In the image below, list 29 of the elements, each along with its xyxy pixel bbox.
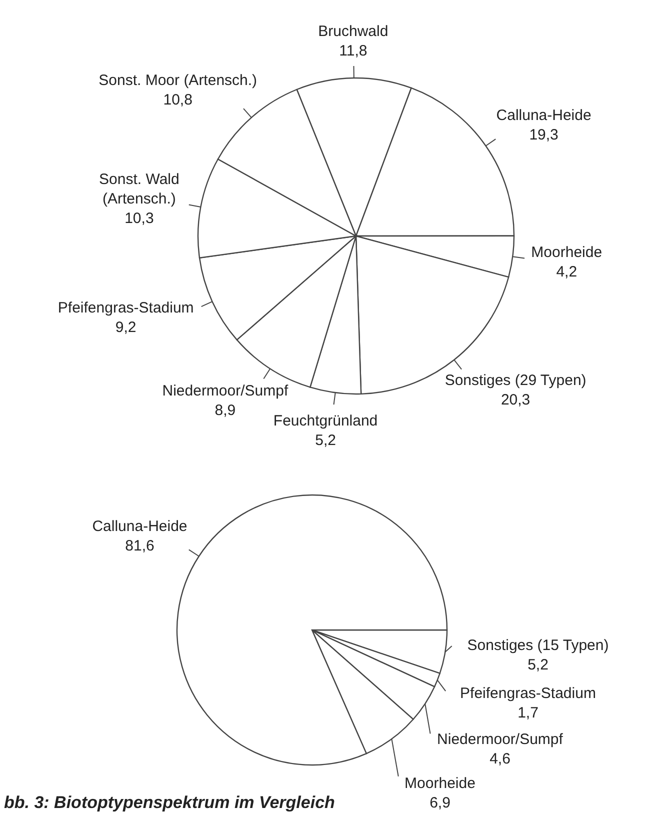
data-label: 6,9 <box>430 794 450 812</box>
data-label: 5,2 <box>315 432 336 449</box>
slice-label: Sonst. Moor (Artensch.) <box>98 72 258 89</box>
data-label: 1,7 <box>518 704 538 722</box>
slice-label: Moorheide <box>531 244 602 262</box>
text: bb. 3: Biotoptypenspektrum im Vergleich <box>4 793 335 812</box>
data-label: 20,3 <box>500 391 530 408</box>
slice-label: Pfeifengras-Stadium <box>460 685 596 702</box>
slice-label: Calluna-Heide <box>92 518 188 536</box>
slice-label: Niedermoor/Sumpf <box>162 382 289 400</box>
data-label: 8,9 <box>214 402 236 420</box>
data-label: 11,8 <box>339 42 368 60</box>
data-label: 4,2 <box>556 264 578 281</box>
slice-label: Pfeifengras-Stadium <box>58 300 194 317</box>
slice-label: Calluna-Heide <box>496 106 592 124</box>
slice-label: Feuchtgrünland <box>273 412 378 430</box>
data-label: 81,6 <box>125 538 154 555</box>
slice-label: Bruchwald <box>318 23 388 40</box>
data-label: 9,2 <box>115 319 136 336</box>
slice-label: Sonstiges (15 Typen) <box>467 637 609 654</box>
slice-label: Sonstiges (29 Typen) <box>444 372 586 389</box>
slice-label: Sonst. Wald (Artensch.) <box>99 171 180 208</box>
slice-label: Niedermoor/Sumpf <box>437 731 564 748</box>
data-label: 19,3 <box>529 126 558 144</box>
data-label: 5,2 <box>528 656 548 674</box>
data-label: 10,8 <box>163 91 192 108</box>
slice-label: Moorheide <box>404 775 476 792</box>
data-label: 4,6 <box>490 750 510 768</box>
data-label: 10,3 <box>124 210 154 228</box>
